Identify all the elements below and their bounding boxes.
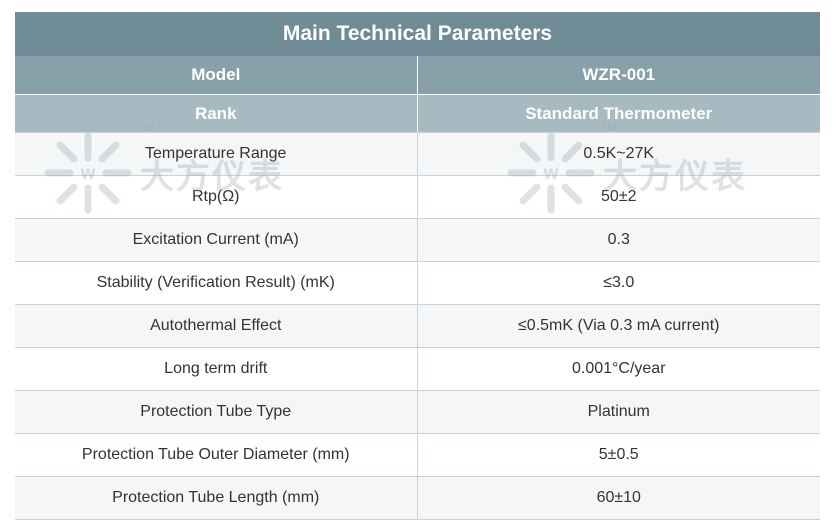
row-label: Protection Tube Length (mm) <box>15 477 418 519</box>
row-value: Platinum <box>587 403 650 420</box>
table-row: Autothermal Effect ≤0.5mK (Via 0.3 mA cu… <box>15 305 820 348</box>
row-label: Protection Tube Outer Diameter (mm) <box>15 434 418 476</box>
row-label: Rtp(Ω) <box>15 176 418 218</box>
header-label-rank: Rank <box>15 95 418 132</box>
table-title: Main Technical Parameters <box>15 12 820 56</box>
row-value: 0.3 <box>607 231 630 248</box>
row-label: Long term drift <box>15 348 418 390</box>
row-label: Stability (Verification Result) (mK) <box>15 262 418 304</box>
header-label-model: Model <box>15 56 418 94</box>
parameters-table: Main Technical Parameters Model WZR-001 … <box>15 12 820 520</box>
table-row: Long term drift 0.001°C/year <box>15 348 820 391</box>
header-row-model: Model WZR-001 <box>15 56 820 95</box>
row-label: Autothermal Effect <box>15 305 418 347</box>
row-value: 5±0.5 <box>598 446 639 463</box>
row-value: ≤3.0 <box>603 274 635 291</box>
row-label: Temperature Range <box>15 133 418 175</box>
header-value-model: WZR-001 <box>582 65 656 84</box>
table-row: Excitation Current (mA) 0.3 <box>15 219 820 262</box>
row-label: Protection Tube Type <box>15 391 418 433</box>
row-value: 0.5K~27K <box>583 145 655 162</box>
header-row-rank: Rank Standard Thermometer <box>15 95 820 133</box>
row-value: ≤0.5mK (Via 0.3 mA current) <box>518 317 720 334</box>
row-label: Excitation Current (mA) <box>15 219 418 261</box>
table-row: Protection Tube Type Platinum <box>15 391 820 434</box>
row-value: 50±2 <box>601 188 637 205</box>
row-value: 60±10 <box>596 489 641 506</box>
table-row: Temperature Range 0.5K~27K <box>15 133 820 176</box>
header-value-rank: Standard Thermometer <box>525 103 713 123</box>
table-row: Protection Tube Length (mm) 60±10 <box>15 477 820 520</box>
table-row: Rtp(Ω) 50±2 <box>15 176 820 219</box>
table-row: Protection Tube Outer Diameter (mm) 5±0.… <box>15 434 820 477</box>
row-value: 0.001°C/year <box>571 360 666 377</box>
table-row: Stability (Verification Result) (mK) ≤3.… <box>15 262 820 305</box>
